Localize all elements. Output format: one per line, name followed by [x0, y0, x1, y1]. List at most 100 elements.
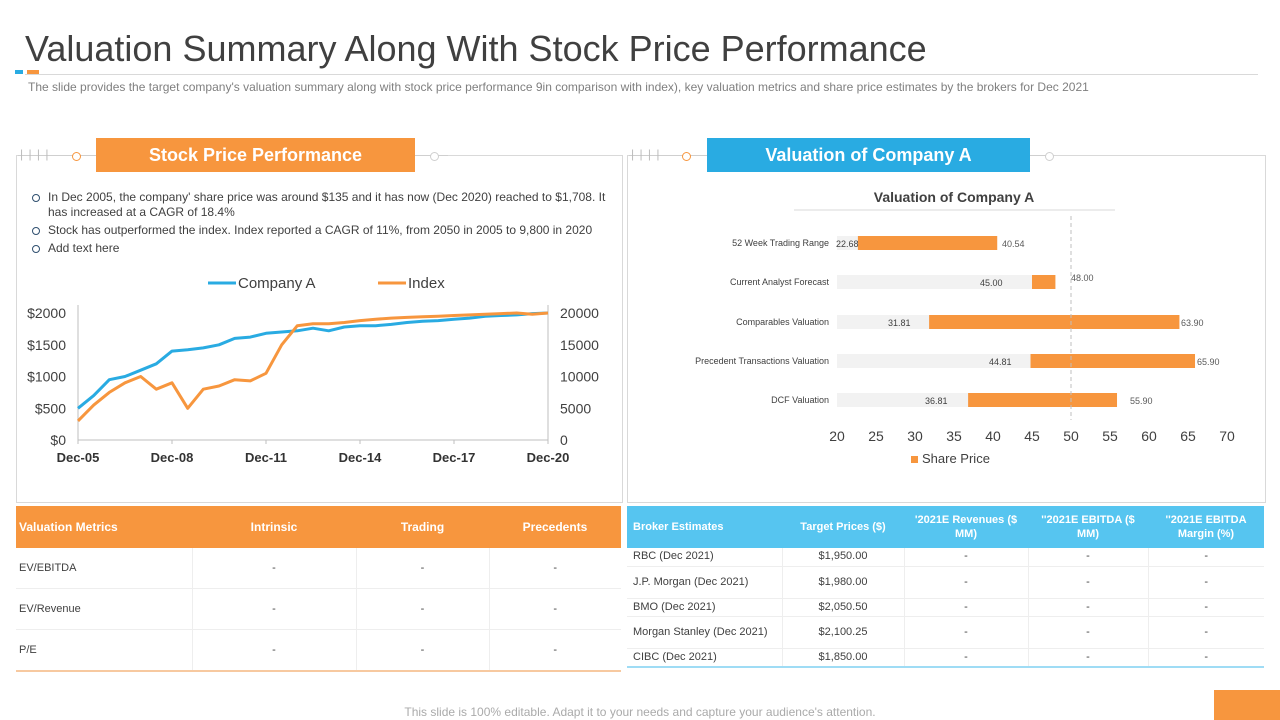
stock-performance-header: Stock Price Performance	[96, 138, 415, 172]
x-tick-label: 45	[1024, 428, 1040, 444]
target-price: $2,050.50	[781, 598, 904, 617]
metric-value: -	[355, 588, 489, 630]
bullet-item: Add text here	[30, 241, 610, 256]
bar-range	[857, 236, 998, 250]
slide-subtitle: The slide provides the target company's …	[28, 80, 1089, 94]
estimate-value: -	[1027, 598, 1148, 617]
x-tick-label: 30	[907, 428, 923, 444]
table-header-row: Valuation Metrics Intrinsic Trading Prec…	[16, 506, 621, 548]
broker-name: CIBC (Dec 2021)	[627, 648, 782, 668]
col-header: Broker Estimates	[627, 506, 782, 548]
x-tick-label: Dec-17	[433, 450, 476, 465]
y-tick-label-right: 5000	[560, 400, 591, 416]
metric-value: -	[355, 629, 489, 672]
low-value-label: 45.00	[980, 278, 1003, 288]
col-header: Target Prices ($)	[782, 506, 904, 548]
title-accent-orange	[27, 70, 39, 74]
high-value-label: 40.54	[1002, 239, 1025, 249]
table-row: Morgan Stanley (Dec 2021) $2,100.25 - - …	[627, 616, 1264, 649]
bar-range	[1030, 354, 1196, 368]
metric-value: -	[488, 588, 621, 630]
y-tick-label-left: $1000	[27, 369, 66, 385]
bar-range	[929, 315, 1180, 329]
broker-name: RBC (Dec 2021)	[627, 548, 782, 567]
bar-chart-title: Valuation of Company A	[874, 189, 1035, 205]
metric-name: EV/Revenue	[16, 588, 192, 630]
x-tick-label: Dec-05	[57, 450, 100, 465]
estimate-value: -	[1027, 566, 1148, 599]
estimate-value: -	[1027, 548, 1148, 567]
y-tick-label-left: $500	[35, 400, 66, 416]
target-price: $1,950.00	[781, 548, 904, 567]
left-header-dot-end	[430, 152, 439, 161]
y-tick-label-right: 20000	[560, 305, 599, 321]
category-label: Comparables Valuation	[736, 317, 829, 327]
metric-value: -	[488, 548, 621, 589]
right-header-dot	[682, 152, 691, 161]
x-tick-label: Dec-08	[151, 450, 194, 465]
category-label: Current Analyst Forecast	[730, 277, 830, 287]
target-price: $2,100.25	[781, 616, 904, 649]
series-line-company-a	[77, 311, 549, 410]
y-tick-label-right: 0	[560, 432, 568, 448]
broker-name: J.P. Morgan (Dec 2021)	[627, 566, 782, 599]
estimate-value: -	[1147, 648, 1264, 668]
performance-bullets: In Dec 2005, the company' share price wa…	[30, 190, 610, 259]
bar-range	[1032, 275, 1056, 289]
bullet-item: In Dec 2005, the company' share price wa…	[30, 190, 610, 220]
broker-name: Morgan Stanley (Dec 2021)	[627, 616, 782, 649]
target-price: $1,980.00	[781, 566, 904, 599]
table-row: EV/Revenue - - -	[16, 588, 621, 630]
col-header: Precedents	[489, 506, 621, 548]
y-tick-label-right: 15000	[560, 337, 599, 353]
corner-accent	[1214, 690, 1280, 720]
x-tick-label: Dec-14	[339, 450, 382, 465]
slide-title: Valuation Summary Along With Stock Price…	[25, 28, 927, 69]
y-tick-label-left: $1500	[27, 337, 66, 353]
estimate-value: -	[903, 616, 1028, 649]
metric-value: -	[191, 588, 356, 630]
title-divider	[25, 74, 1258, 75]
estimate-value: -	[903, 598, 1028, 617]
low-value-label: 31.81	[888, 318, 911, 328]
table-row: P/E - - -	[16, 629, 621, 672]
y-tick-label-right: 10000	[560, 369, 599, 385]
estimate-value: -	[1147, 616, 1264, 649]
table-row: EV/EBITDA - - -	[16, 548, 621, 589]
x-tick-label: 60	[1141, 428, 1157, 444]
col-header: Trading	[356, 506, 489, 548]
table-row: BMO (Dec 2021) $2,050.50 - - -	[627, 598, 1264, 617]
title-accent-blue	[15, 70, 23, 74]
category-label: DCF Valuation	[771, 395, 829, 405]
table-header-row: Broker Estimates Target Prices ($) '2021…	[627, 506, 1264, 548]
low-value-label: 36.81	[925, 396, 948, 406]
high-value-label: 55.90	[1130, 396, 1153, 406]
right-header-ticks: | | | |	[631, 147, 661, 161]
table-row: J.P. Morgan (Dec 2021) $1,980.00 - - -	[627, 566, 1264, 599]
metric-name: EV/EBITDA	[16, 548, 192, 589]
valuation-header: Valuation of Company A	[707, 138, 1030, 172]
right-header-dot-end	[1045, 152, 1054, 161]
estimate-value: -	[1147, 548, 1264, 567]
estimate-value: -	[903, 648, 1028, 668]
x-tick-label: 40	[985, 428, 1001, 444]
estimate-value: -	[1147, 566, 1264, 599]
estimate-value: -	[1027, 648, 1148, 668]
bar-range	[968, 393, 1118, 407]
bullet-item: Stock has outperformed the index. Index …	[30, 223, 610, 238]
x-tick-label: 65	[1180, 428, 1196, 444]
legend-label: Index	[408, 275, 445, 292]
estimate-value: -	[1147, 598, 1264, 617]
low-value-label: 22.68	[836, 239, 859, 249]
metric-value: -	[488, 629, 621, 672]
broker-estimates-table: Broker Estimates Target Prices ($) '2021…	[627, 506, 1264, 668]
valuation-bar-chart: Valuation of Company A 52 Week Trading Ra…	[695, 189, 1235, 466]
x-tick-label: 20	[829, 428, 845, 444]
x-tick-label: 35	[946, 428, 962, 444]
y-tick-label-left: $0	[50, 432, 66, 448]
x-tick-label: 55	[1102, 428, 1118, 444]
table-row: RBC (Dec 2021) $1,950.00 - - -	[627, 548, 1264, 567]
x-tick-label: Dec-11	[245, 450, 287, 465]
target-price: $1,850.00	[781, 648, 904, 668]
col-header: Intrinsic	[192, 506, 356, 548]
